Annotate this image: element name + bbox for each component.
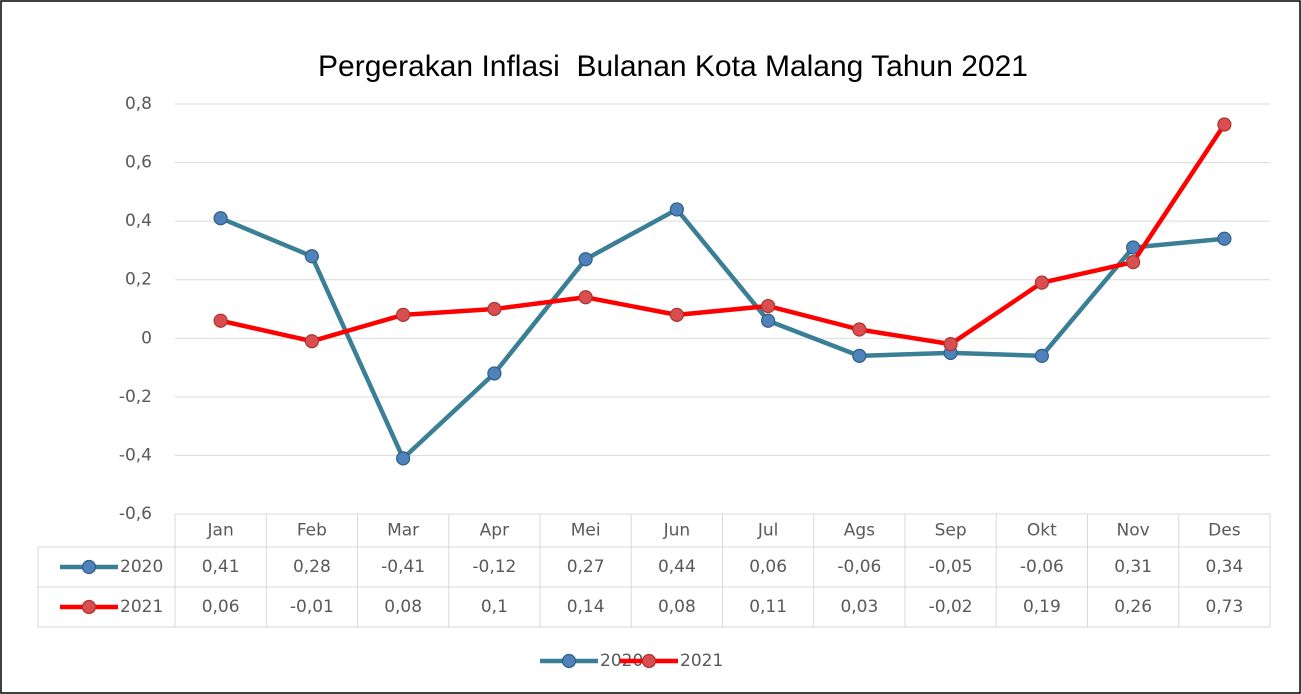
data-point: [1126, 255, 1141, 270]
x-tick-label: Jun: [663, 521, 691, 541]
table-value: 0,06: [202, 597, 240, 617]
series-line: [220, 123, 1227, 347]
table-series-label: 2020: [120, 557, 163, 577]
table-value: 0,41: [202, 557, 240, 577]
data-point: [761, 298, 776, 314]
y-tick-label: 0,8: [125, 94, 152, 114]
y-tick-label: -0,6: [119, 504, 152, 524]
table-value: 0,11: [749, 597, 787, 617]
x-tick-label: Des: [1208, 521, 1241, 541]
data-point: [1034, 348, 1049, 363]
data-point: [213, 211, 228, 226]
x-tick-label: Mar: [387, 521, 419, 541]
data-point: [396, 451, 411, 466]
table-value: -0,06: [1020, 557, 1064, 577]
y-tick-label: -0,4: [119, 445, 152, 465]
table-value: -0,06: [837, 557, 881, 577]
x-tick-label: Nov: [1117, 521, 1150, 541]
data-point: [578, 252, 593, 267]
legend-marker: [81, 599, 97, 615]
table-value: 0,14: [567, 597, 605, 617]
legend-label: 2021: [680, 651, 723, 671]
data-point: [1126, 240, 1141, 255]
data-point: [852, 348, 867, 363]
data-point: [1217, 231, 1232, 246]
x-tick-label: Apr: [480, 521, 509, 541]
x-tick-label: Feb: [297, 521, 327, 541]
table-value: 0,27: [567, 557, 605, 577]
y-tick-label: 0,4: [125, 211, 152, 231]
data-point: [487, 366, 502, 381]
data-point: [396, 307, 411, 322]
table-value: -0,02: [929, 597, 973, 617]
table-value: 0,08: [384, 597, 422, 617]
data-point: [852, 322, 867, 337]
table-value: 0,34: [1205, 557, 1243, 577]
table-value: 0,1: [481, 597, 508, 617]
data-point: [1034, 275, 1049, 290]
data-point: [943, 337, 958, 352]
legend-marker: [561, 653, 577, 669]
table-value: 0,08: [658, 597, 696, 617]
table-value: -0,05: [929, 557, 973, 577]
y-tick-label: -0,2: [119, 387, 152, 407]
x-tick-label: Jul: [757, 521, 779, 541]
x-tick-label: Jan: [207, 521, 234, 541]
y-tick-label: 0,2: [125, 270, 152, 290]
data-point: [1217, 117, 1232, 132]
table-series-label: 2021: [120, 597, 163, 617]
table-value: 0,28: [293, 557, 331, 577]
table-value: 0,19: [1023, 597, 1061, 617]
data-point: [487, 301, 502, 317]
table-value: 0,73: [1205, 597, 1243, 617]
table-value: -0,41: [381, 557, 425, 577]
legend-marker: [81, 559, 97, 575]
table-value: 0,31: [1114, 557, 1152, 577]
data-point: [213, 313, 228, 328]
table-value: 0,26: [1114, 597, 1152, 617]
data-point: [304, 334, 319, 349]
y-tick-label: 0,6: [125, 153, 152, 173]
chart-title: Pergerakan Inflasi Bulanan Kota Malang T…: [318, 50, 1028, 83]
x-tick-label: Ags: [844, 521, 875, 541]
x-tick-label: Sep: [935, 521, 967, 541]
data-point: [304, 249, 319, 264]
data-point: [578, 290, 593, 305]
table-value: 0,44: [658, 557, 696, 577]
table-value: 0,03: [840, 597, 878, 617]
data-point: [761, 313, 776, 328]
data-point: [669, 202, 684, 217]
series-line: [219, 207, 1225, 461]
y-tick-label: 0: [141, 328, 152, 348]
table-value: 0,06: [749, 557, 787, 577]
table-value: -0,01: [290, 597, 334, 617]
legend-marker: [641, 653, 657, 669]
x-tick-label: Okt: [1027, 521, 1057, 541]
data-point: [669, 307, 684, 322]
x-tick-label: Mei: [571, 521, 601, 541]
table-value: -0,12: [472, 557, 516, 577]
